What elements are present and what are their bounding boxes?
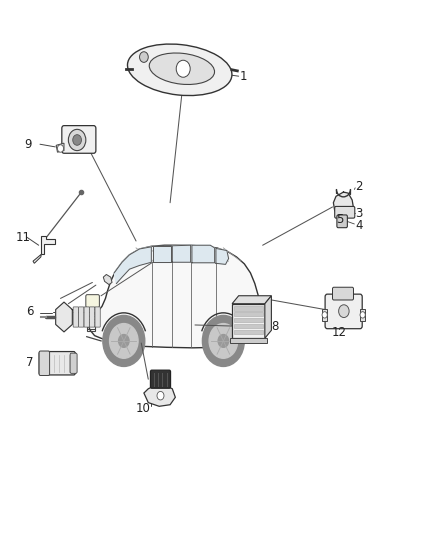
Text: 3: 3 xyxy=(355,207,363,220)
Text: 12: 12 xyxy=(332,326,346,340)
Polygon shape xyxy=(230,338,267,343)
FancyBboxPatch shape xyxy=(89,307,95,327)
Polygon shape xyxy=(360,309,365,321)
Circle shape xyxy=(103,316,145,367)
Text: 8: 8 xyxy=(272,320,279,333)
Polygon shape xyxy=(265,296,272,338)
Polygon shape xyxy=(172,245,191,262)
Circle shape xyxy=(322,312,327,318)
Circle shape xyxy=(110,324,138,358)
Circle shape xyxy=(119,335,129,348)
Text: 11: 11 xyxy=(16,231,31,244)
Polygon shape xyxy=(144,385,175,406)
Polygon shape xyxy=(114,247,151,284)
FancyBboxPatch shape xyxy=(70,353,77,373)
Polygon shape xyxy=(234,318,263,322)
FancyBboxPatch shape xyxy=(337,215,347,228)
Circle shape xyxy=(157,391,164,400)
Circle shape xyxy=(218,335,229,348)
Text: 10: 10 xyxy=(136,402,151,415)
FancyBboxPatch shape xyxy=(335,206,355,218)
Text: 9: 9 xyxy=(25,138,32,151)
Polygon shape xyxy=(87,245,261,348)
FancyBboxPatch shape xyxy=(62,126,96,154)
Circle shape xyxy=(209,324,238,358)
Text: 4: 4 xyxy=(355,219,363,231)
FancyBboxPatch shape xyxy=(73,307,78,327)
Polygon shape xyxy=(56,143,64,152)
FancyBboxPatch shape xyxy=(150,370,170,388)
FancyBboxPatch shape xyxy=(95,307,100,327)
Circle shape xyxy=(57,145,64,152)
Polygon shape xyxy=(152,246,171,262)
Polygon shape xyxy=(41,236,55,254)
FancyBboxPatch shape xyxy=(79,307,84,327)
Polygon shape xyxy=(232,296,272,304)
FancyBboxPatch shape xyxy=(39,352,75,375)
Circle shape xyxy=(360,312,365,318)
Text: 6: 6 xyxy=(26,305,34,318)
Circle shape xyxy=(339,305,349,318)
FancyBboxPatch shape xyxy=(86,295,99,308)
Circle shape xyxy=(73,135,81,146)
Polygon shape xyxy=(322,309,327,321)
FancyBboxPatch shape xyxy=(84,307,89,327)
Circle shape xyxy=(202,316,244,367)
Polygon shape xyxy=(232,304,265,338)
FancyBboxPatch shape xyxy=(332,287,353,300)
Text: 7: 7 xyxy=(26,356,34,369)
Polygon shape xyxy=(103,274,112,285)
Circle shape xyxy=(68,130,86,151)
Text: 1: 1 xyxy=(240,70,247,83)
Polygon shape xyxy=(192,245,215,263)
Polygon shape xyxy=(216,248,229,264)
Polygon shape xyxy=(234,306,263,311)
Ellipse shape xyxy=(149,53,215,85)
Text: 2: 2 xyxy=(355,180,363,193)
Polygon shape xyxy=(33,254,41,263)
Polygon shape xyxy=(234,324,263,328)
Polygon shape xyxy=(234,330,263,334)
Circle shape xyxy=(140,52,148,62)
FancyBboxPatch shape xyxy=(39,351,49,375)
Ellipse shape xyxy=(127,44,232,95)
Polygon shape xyxy=(234,312,263,317)
FancyBboxPatch shape xyxy=(325,294,362,329)
Text: 5: 5 xyxy=(336,213,343,226)
Polygon shape xyxy=(333,192,353,217)
Polygon shape xyxy=(56,302,72,332)
Circle shape xyxy=(176,60,190,77)
